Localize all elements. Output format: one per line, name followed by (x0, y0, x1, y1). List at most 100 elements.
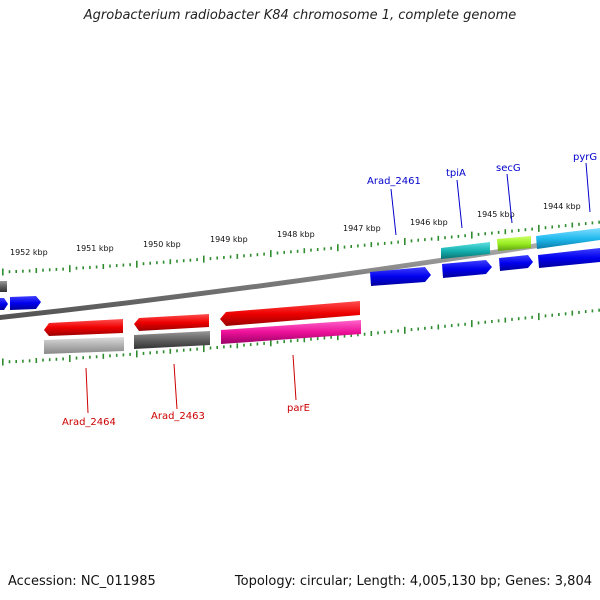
outer-tick-mark (417, 238, 419, 242)
outer-tick-mark (524, 228, 527, 232)
gene-label-secg[interactable]: secG (496, 163, 521, 174)
inner-tick-mark (42, 358, 44, 362)
inner-tick-mark (15, 360, 17, 363)
inner-tick-mark (571, 310, 574, 316)
inner-tick-mark (75, 356, 78, 360)
outer-tick-track (2, 220, 600, 276)
feature-partial-blue-2[interactable] (10, 296, 41, 310)
inner-tick-mark (357, 333, 359, 337)
outer-tick-mark (397, 240, 399, 244)
forward-strand-features (0, 228, 600, 310)
outer-tick-mark (330, 246, 332, 250)
inner-tick-mark (404, 326, 406, 334)
inner-tick-mark (196, 347, 198, 351)
inner-tick-mark (136, 350, 138, 358)
inner-tick-mark (383, 330, 386, 334)
inner-tick-mark (517, 317, 520, 321)
outer-tick-mark (584, 222, 587, 226)
outer-tick-mark (424, 238, 426, 242)
inner-tick-track (2, 308, 600, 366)
inner-tick-mark (156, 350, 158, 354)
outer-tick-mark (256, 253, 259, 257)
outer-tick-mark (28, 269, 31, 273)
inner-tick-mark (109, 354, 111, 358)
inner-tick-mark (578, 310, 580, 314)
genome-stats-text: Topology: circular; Length: 4,005,130 bp… (234, 574, 592, 589)
feature-arad-2463-cds[interactable] (134, 314, 209, 331)
outer-tick-mark (390, 241, 393, 245)
gene-label-pare[interactable]: parE (287, 403, 310, 414)
inner-tick-mark (511, 317, 513, 321)
outer-tick-mark (270, 250, 272, 258)
accession-text: Accession: NC_011985 (8, 574, 156, 589)
feature-pyrg-cds[interactable] (538, 248, 600, 268)
inner-tick-mark (551, 313, 553, 317)
inner-tick-mark (115, 353, 118, 357)
inner-tick-mark (337, 333, 339, 341)
outer-tick-mark (203, 255, 205, 263)
feature-secg-cds[interactable] (499, 255, 533, 271)
feature-arad-2464-rna[interactable] (44, 337, 124, 354)
reverse-strand-features (44, 301, 361, 354)
feature-secg-rna[interactable] (497, 236, 531, 251)
outer-tick-mark (598, 220, 600, 224)
feature-partial-blue-1[interactable] (0, 298, 8, 310)
inner-tick-mark (564, 312, 567, 316)
inner-tick-mark (256, 342, 259, 346)
inner-tick-mark (48, 358, 51, 362)
feature-pare-rna[interactable] (221, 320, 361, 344)
gene-label-pyrg[interactable]: pyrG (573, 152, 597, 163)
outer-tick-mark (450, 235, 453, 239)
feature-tpia-rna[interactable] (441, 242, 490, 259)
outer-tick-mark (162, 260, 165, 264)
genome-backbone (0, 233, 600, 320)
outer-tick-mark (62, 267, 64, 271)
inner-tick-mark (424, 326, 426, 330)
inner-tick-mark (464, 322, 466, 326)
outer-tick-mark (370, 242, 373, 248)
outer-tick-mark (142, 262, 145, 266)
inner-tick-mark (363, 332, 366, 336)
outer-tick-mark (383, 241, 386, 245)
gene-label-tpia[interactable]: tpiA (446, 168, 466, 179)
outer-tick-mark (216, 256, 218, 260)
inner-tick-mark (8, 360, 11, 364)
outer-tick-mark (531, 227, 533, 231)
inner-tick-mark (417, 327, 419, 331)
feature-tpia-cds[interactable] (442, 260, 492, 278)
outer-tick-mark (504, 229, 507, 235)
feature-pyrg-rna[interactable] (536, 228, 600, 249)
inner-tick-mark (584, 310, 587, 314)
feature-arad-2463-rna[interactable] (134, 331, 210, 349)
inner-tick-mark (558, 313, 560, 316)
inner-tick-mark (69, 355, 71, 362)
outer-tick-mark (2, 268, 4, 276)
inner-tick-mark (276, 340, 279, 344)
kbp-label-1951: 1951 kbp (76, 244, 114, 253)
inner-tick-mark (249, 343, 252, 347)
outer-tick-mark (229, 255, 232, 259)
feature-arad-2461[interactable] (370, 267, 431, 286)
outer-tick-mark (249, 253, 252, 257)
outer-tick-mark (89, 265, 91, 269)
inner-tick-mark (2, 358, 4, 366)
gene-label-arad-2463[interactable]: Arad_2463 (151, 411, 205, 422)
inner-tick-mark (176, 349, 178, 353)
feature-arad-2464-cds[interactable] (44, 319, 123, 336)
outer-tick-mark (410, 239, 413, 243)
kbp-label-1945: 1945 kbp (477, 210, 515, 219)
gene-label-arad-2461[interactable]: Arad_2461 (367, 176, 421, 187)
feature-pare-cds[interactable] (220, 301, 360, 326)
outer-tick-mark (303, 248, 306, 254)
inner-tick-mark (591, 309, 594, 313)
inner-tick-mark (142, 351, 145, 355)
inner-tick-mark (430, 326, 433, 330)
inner-tick-mark (82, 356, 84, 360)
inner-tick-mark (62, 357, 64, 361)
inner-tick-mark (544, 314, 547, 318)
inner-tick-mark (28, 359, 31, 363)
outer-tick-mark (437, 235, 440, 241)
gene-label-arad-2464[interactable]: Arad_2464 (62, 417, 116, 428)
inner-tick-mark (296, 338, 299, 342)
feature-partial-grey[interactable] (0, 281, 7, 292)
